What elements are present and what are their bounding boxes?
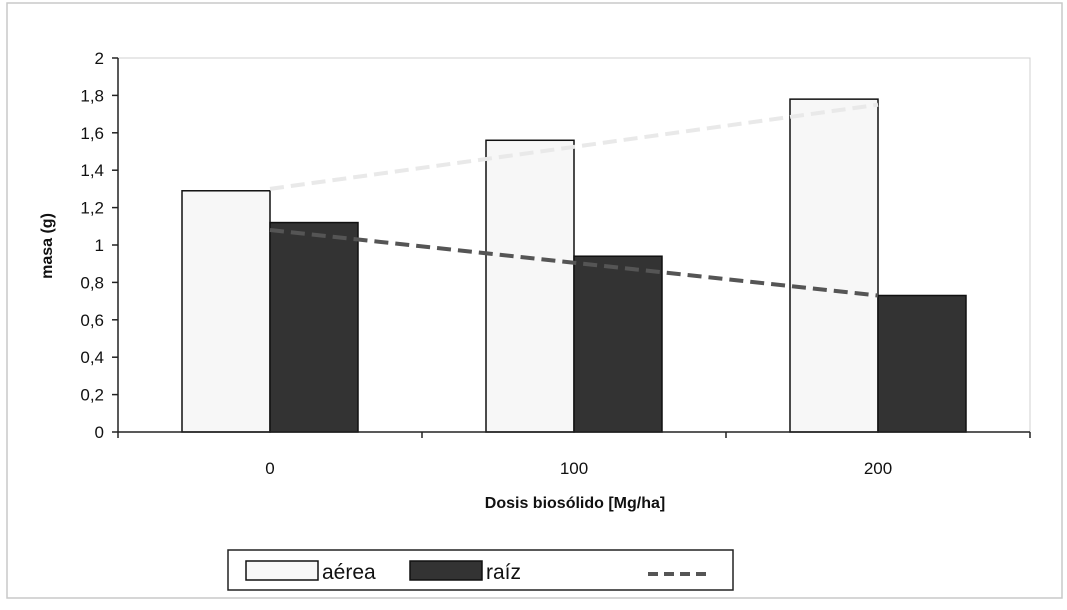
x-tick-labels: 0 100 200 xyxy=(265,459,892,478)
legend-swatch-aérea xyxy=(245,560,319,581)
y-tick-labels: 0 0,2 0,4 0,6 0,8 1 1,2 1,4 1,6 1,8 2 xyxy=(80,49,104,442)
y-tick-label: 0,8 xyxy=(80,273,104,292)
bar-aérea-0 xyxy=(181,190,271,433)
x-axis-title: Dosis biosólido [Mg/ha] xyxy=(485,495,665,512)
x-tick-label: 200 xyxy=(864,459,892,478)
y-tick-label: 0,4 xyxy=(80,348,104,367)
legend-label-raíz: raíz xyxy=(486,561,521,584)
axes xyxy=(112,57,1031,438)
y-tick-label: 1 xyxy=(95,236,104,255)
x-tick-label: 0 xyxy=(265,459,274,478)
bar-raíz-0 xyxy=(269,221,359,433)
y-tick-label: 1,8 xyxy=(80,86,104,105)
trendlines xyxy=(269,102,879,298)
x-tick-label: 100 xyxy=(560,459,588,478)
bars xyxy=(181,98,967,433)
bar-raíz-100 xyxy=(573,255,663,433)
legend-label-aérea: aérea xyxy=(322,561,376,584)
trendline-aérea xyxy=(269,102,879,191)
y-tick-label: 0 xyxy=(95,423,104,442)
bar-aérea-100 xyxy=(485,139,575,433)
legend-swatch-raíz xyxy=(409,560,483,581)
y-tick-label: 2 xyxy=(95,49,104,68)
bar-raíz-200 xyxy=(877,294,967,433)
bar-aérea-200 xyxy=(789,98,879,433)
y-axis-title: masa (g) xyxy=(39,213,56,279)
trendline-raíz xyxy=(269,228,879,298)
legend: aérea raíz xyxy=(227,549,734,591)
y-tick-label: 1,6 xyxy=(80,124,104,143)
y-tick-label: 1,4 xyxy=(80,161,104,180)
y-tick-label: 0,2 xyxy=(80,386,104,405)
y-tick-label: 1,2 xyxy=(80,199,104,218)
y-tick-label: 0,6 xyxy=(80,311,104,330)
